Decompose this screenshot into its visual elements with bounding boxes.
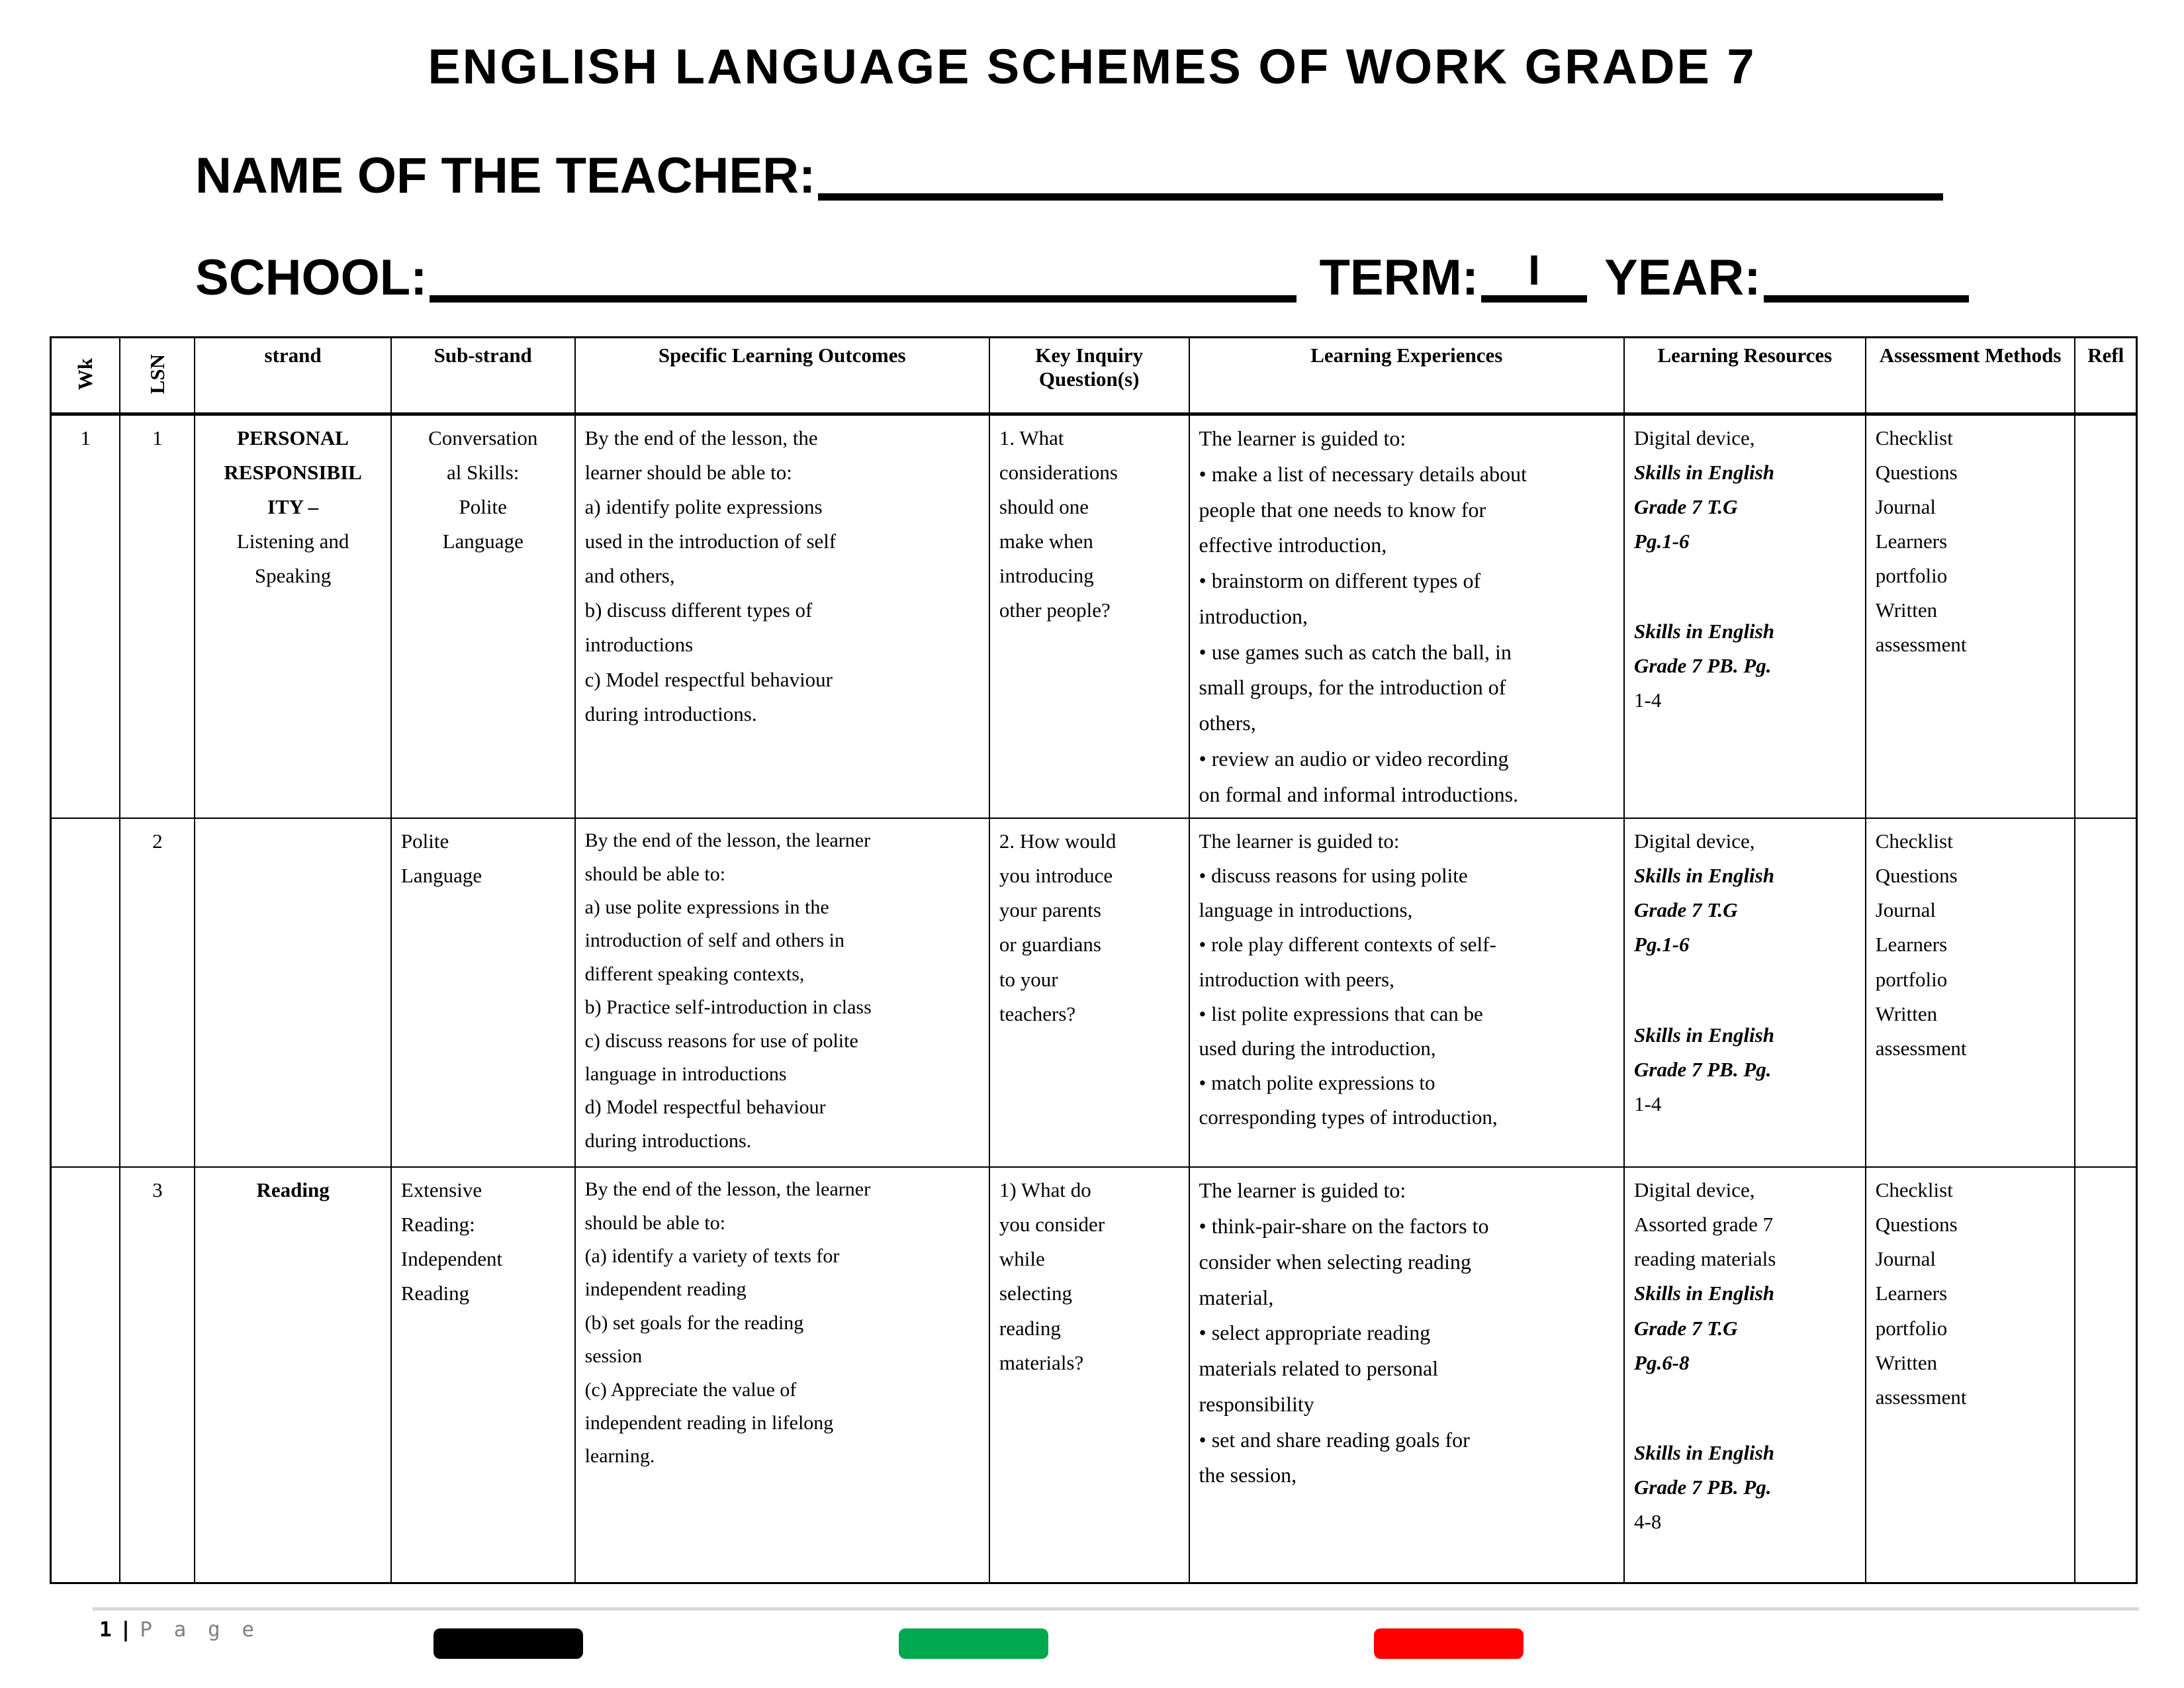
header-wk: Wk	[50, 336, 121, 416]
header-strand: strand	[194, 336, 392, 416]
footer-separator: |	[119, 1618, 132, 1642]
resource-intro: Digital device,	[1634, 426, 1755, 449]
header-assessment: Assessment Methods	[1864, 336, 2076, 416]
table-row: 3 Reading Extensive Reading: Independent…	[50, 1166, 2138, 1584]
resource-book-tg: Skills in English Grade 7 T.G Pg.6-8	[1634, 1282, 1774, 1374]
cell-inquiry: 1) What do you consider while selecting …	[988, 1166, 1190, 1584]
cell-experiences: The learner is guided to: • discuss reas…	[1188, 818, 1625, 1168]
resource-book-tg: Skills in English Grade 7 T.G Pg.1-6	[1634, 864, 1774, 957]
resource-intro: Digital device, Assorted grade 7 reading…	[1634, 1178, 1776, 1271]
cell-lsn: 3	[119, 1166, 196, 1584]
footer-page-word: P a g e	[140, 1618, 259, 1642]
green-highlight-bar	[899, 1628, 1048, 1659]
header-experiences: Learning Experiences	[1188, 336, 1625, 416]
cell-experiences: The learner is guided to: • think-pair-s…	[1188, 1166, 1625, 1584]
table-header-row: Wk LSN strand Sub-strand Specific Learni…	[50, 336, 2138, 416]
cell-resources: Digital device, Skills in English Grade …	[1623, 413, 1866, 820]
resource-book-pb: Skills in English Grade 7 PB. Pg.	[1634, 1440, 1774, 1499]
strand-title: Reading	[256, 1178, 330, 1202]
cell-strand: Reading	[194, 1166, 392, 1584]
cell-strand: PERSONAL RESPONSIBIL ITY – Listening and…	[194, 413, 392, 820]
header-lsn: LSN	[119, 336, 196, 416]
black-highlight-bar	[433, 1628, 583, 1659]
schemes-of-work-table: Wk LSN strand Sub-strand Specific Learni…	[50, 336, 2138, 1584]
teacher-name-blank	[818, 180, 1944, 201]
strand-subtitle: Listening and Speaking	[236, 530, 349, 588]
header-inquiry: Key Inquiry Question(s)	[988, 336, 1190, 416]
cell-wk: 1	[50, 413, 121, 820]
term-label: TERM:	[1319, 250, 1479, 306]
resource-pb-pages: 1-4	[1634, 688, 1662, 712]
resource-book-pb: Skills in English Grade 7 PB. Pg.	[1634, 1023, 1774, 1081]
cell-assessment: Checklist Questions Journal Learners por…	[1864, 413, 2076, 820]
cell-assessment: Checklist Questions Journal Learners por…	[1864, 818, 2076, 1168]
cell-resources: Digital device, Assorted grade 7 reading…	[1623, 1166, 1866, 1584]
cell-lsn: 2	[119, 818, 196, 1168]
footer-divider	[93, 1607, 2139, 1611]
school-label: SCHOOL:	[195, 250, 428, 306]
resource-book-tg: Skills in English Grade 7 T.G Pg.1-6	[1634, 461, 1774, 553]
cell-lsn: 1	[119, 413, 196, 820]
cell-refl	[2074, 413, 2138, 820]
cell-wk	[50, 818, 121, 1168]
teacher-name-line: NAME OF THE TEACHER:	[195, 147, 1944, 205]
cell-wk	[50, 1166, 121, 1584]
cell-outcomes: By the end of the lesson, the learner sh…	[574, 818, 990, 1168]
header-outcomes: Specific Learning Outcomes	[574, 336, 990, 416]
term-blank: I	[1481, 240, 1588, 303]
cell-strand	[194, 818, 392, 1168]
resource-pb-pages: 4-8	[1634, 1509, 1662, 1533]
header-resources: Learning Resources	[1623, 336, 1866, 416]
year-label: YEAR:	[1604, 250, 1761, 306]
cell-inquiry: 1. What considerations should one make w…	[988, 413, 1190, 820]
header-refl: Refl	[2074, 336, 2138, 416]
footer-page-number: 1	[99, 1618, 112, 1642]
cell-substrand: Polite Language	[390, 818, 576, 1168]
strand-title: PERSONAL RESPONSIBIL ITY –	[224, 426, 362, 519]
header-substrand: Sub-strand	[390, 336, 576, 416]
page-title: ENGLISH LANGUAGE SCHEMES OF WORK GRADE 7	[428, 39, 1756, 94]
table-row: 1 1 PERSONAL RESPONSIBIL ITY – Listening…	[50, 413, 2138, 820]
resource-intro: Digital device,	[1634, 829, 1755, 853]
cell-refl	[2074, 1166, 2138, 1584]
school-blank	[430, 282, 1297, 303]
cell-experiences: The learner is guided to: • make a list …	[1188, 413, 1625, 820]
table-row: 2 Polite Language By the end of the less…	[50, 818, 2138, 1168]
resource-book-pb: Skills in English Grade 7 PB. Pg.	[1634, 620, 1774, 678]
footer-page-indicator: 1 | P a g e	[99, 1618, 259, 1642]
cell-substrand: Conversation al Skills: Polite Language	[390, 413, 576, 820]
school-term-year-line: SCHOOL: TERM: I YEAR:	[195, 240, 1969, 306]
resource-pb-pages: 1-4	[1634, 1092, 1662, 1115]
cell-outcomes: By the end of the lesson, the learner sh…	[574, 413, 990, 820]
cell-resources: Digital device, Skills in English Grade …	[1623, 818, 1866, 1168]
teacher-name-label: NAME OF THE TEACHER:	[195, 148, 816, 204]
cell-substrand: Extensive Reading: Independent Reading	[390, 1166, 576, 1584]
year-blank	[1763, 282, 1969, 303]
cell-inquiry: 2. How would you introduce your parents …	[988, 818, 1190, 1168]
red-highlight-bar	[1374, 1628, 1524, 1659]
cell-outcomes: By the end of the lesson, the learner sh…	[574, 1166, 990, 1584]
cell-assessment: Checklist Questions Journal Learners por…	[1864, 1166, 2076, 1584]
cell-refl	[2074, 818, 2138, 1168]
